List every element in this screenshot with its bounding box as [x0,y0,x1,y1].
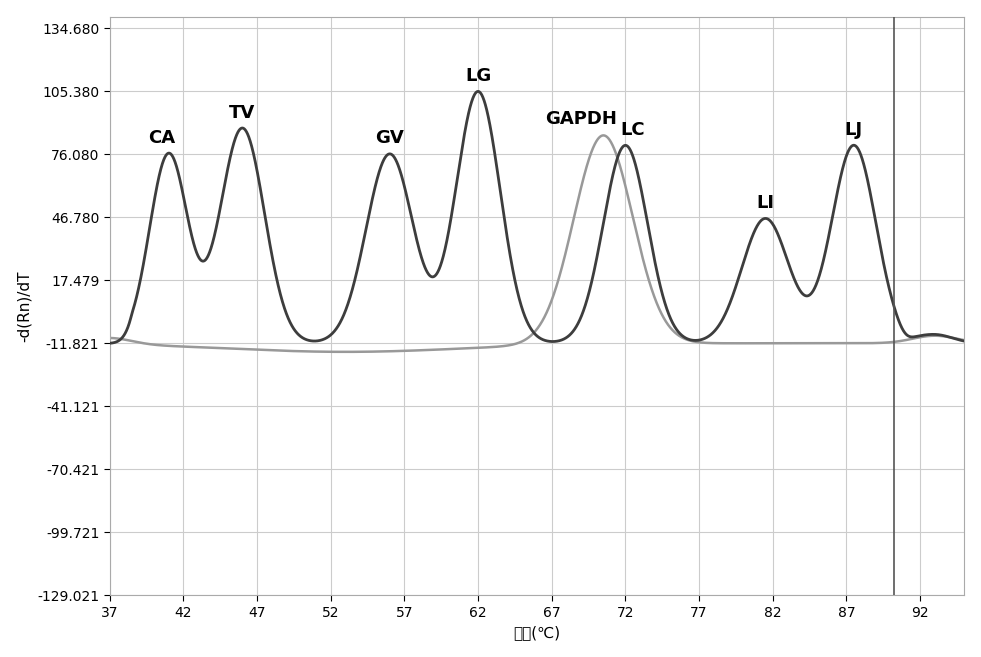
Text: LC: LC [621,121,645,139]
Text: TV: TV [230,104,255,122]
Y-axis label: -d(Rn)/dT: -d(Rn)/dT [17,270,31,342]
Text: CA: CA [148,129,175,148]
Text: GAPDH: GAPDH [545,110,617,128]
Text: LJ: LJ [845,121,863,139]
Text: GV: GV [376,129,404,148]
Text: LG: LG [465,67,491,85]
X-axis label: 温度(℃): 温度(℃) [513,625,560,641]
Text: LI: LI [756,194,774,212]
